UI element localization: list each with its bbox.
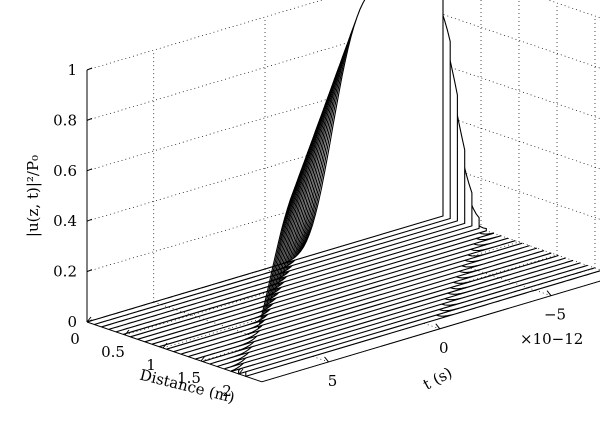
y-tick-label: −5: [544, 306, 566, 324]
x-tick-label: 1: [146, 356, 156, 374]
z-axis-label: |u(z, t)|²/P₀: [24, 155, 42, 237]
curve-layer: [86, 0, 600, 378]
y-tick-mark: [435, 323, 441, 330]
y-tick-mark: [546, 290, 552, 296]
z-tick-label: 0.8: [53, 111, 77, 129]
pulse-curve: [86, 0, 444, 323]
y-tick-mark: [324, 356, 329, 363]
z-tick-label: 0.4: [53, 212, 77, 230]
z-tick-mark: [86, 168, 93, 172]
y-axis-label: t (s): [420, 364, 455, 394]
x-tick-mark: [86, 316, 92, 323]
z-tick-mark: [86, 117, 93, 121]
x-tick-mark: [200, 355, 206, 362]
z-tick-label: 0.6: [53, 162, 77, 180]
x-tick-mark: [162, 342, 168, 349]
z-tick-mark: [86, 269, 93, 273]
tick-label-layer: 0 0.2 0.4 0.6 0.8 1 0 0.5 1 1.5 2 5 0 −5: [53, 61, 566, 400]
x-tick-mark: [124, 329, 130, 336]
x-tick-label: 0.5: [101, 343, 125, 361]
x-tick-mark: [238, 368, 244, 375]
y-tick-label: 0: [439, 339, 449, 357]
z-tick-mark: [86, 218, 93, 222]
z-tick-label: 0.2: [53, 263, 77, 281]
y-axis-exponent: ×10−12: [520, 330, 583, 348]
y-tick-label: 5: [328, 372, 338, 390]
z-tick-label: 0: [67, 313, 77, 331]
x-tick-label: 0: [70, 330, 80, 348]
z-tick-label: 1: [67, 61, 77, 79]
x-tick-label: 1.5: [177, 369, 201, 387]
z-tick-mark: [86, 67, 93, 71]
x-tick-label: 2: [222, 382, 232, 400]
